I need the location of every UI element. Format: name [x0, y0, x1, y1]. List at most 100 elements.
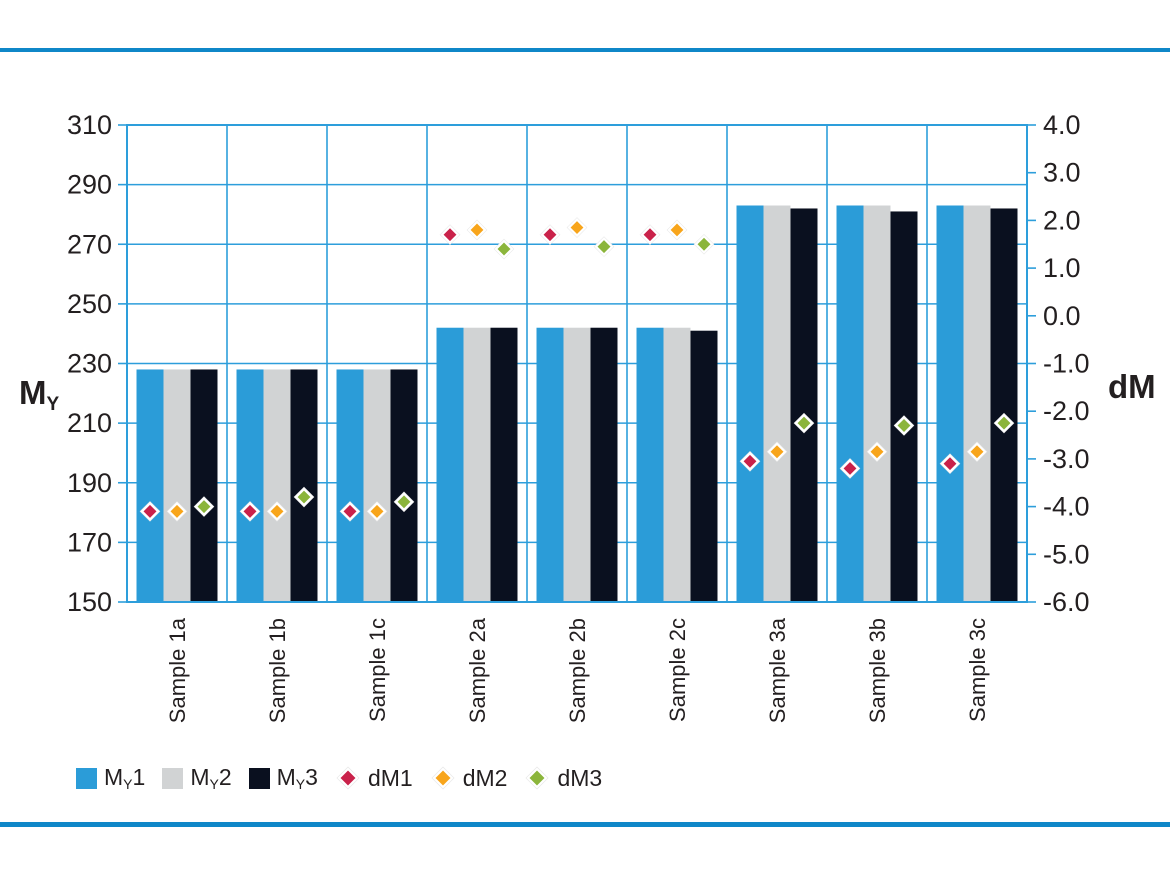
- bar-My2: [563, 327, 591, 602]
- legend-label: dM3: [557, 764, 603, 791]
- legend-item-My1: MY1: [76, 764, 145, 792]
- marker-dM1: [540, 225, 560, 245]
- bar-My3: [390, 369, 418, 602]
- x-category-label: Sample 1c: [365, 618, 390, 722]
- marker-dM1: [140, 501, 160, 521]
- right-tick-label: -1.0: [1043, 349, 1090, 379]
- bar-My1: [336, 369, 364, 602]
- right-tick-label: -5.0: [1043, 539, 1090, 569]
- marker-dM1: [240, 501, 260, 521]
- legend-label: dM2: [462, 764, 508, 791]
- right-tick-label: 0.0: [1043, 301, 1081, 331]
- marker-dM3: [894, 415, 914, 436]
- left-axis-title-base: M: [19, 374, 47, 411]
- marker-dM1: [440, 225, 460, 245]
- legend: MY1 MY2 MY3 dM1 dM2 dM3: [76, 764, 602, 792]
- right-axis-title-base: dM: [1108, 368, 1156, 405]
- bar-My1: [636, 327, 664, 602]
- bar-My3: [990, 208, 1018, 602]
- marker-dM3: [194, 497, 214, 517]
- x-category-label: Sample 1a: [165, 617, 190, 723]
- marker-dM2: [667, 220, 687, 240]
- left-tick-label: 210: [67, 408, 112, 438]
- legend-label: dM1: [367, 764, 413, 791]
- x-category-label: Sample 2a: [465, 617, 490, 723]
- marker-dM2: [867, 442, 887, 462]
- legend-item-My3: MY3: [248, 764, 318, 792]
- marker-dM1: [340, 501, 360, 521]
- legend-diamond-swatch: [431, 766, 455, 790]
- legend-square-swatch: [248, 767, 270, 789]
- plot-frame: [126, 124, 1028, 603]
- x-category-label: Sample 1b: [265, 618, 290, 723]
- right-tick-label: 2.0: [1043, 205, 1081, 235]
- marker-dM3: [994, 413, 1014, 433]
- left-tick-label: 230: [67, 349, 112, 379]
- bar-My2: [863, 205, 891, 602]
- right-tick-label: 1.0: [1043, 253, 1081, 283]
- marker-dM2: [367, 501, 387, 521]
- marker-dM3: [594, 237, 614, 257]
- marker-dM1: [740, 451, 760, 471]
- legend-label: MY3: [276, 764, 318, 792]
- legend-diamond-swatch: [336, 766, 360, 790]
- marker-dM1: [940, 454, 960, 474]
- legend-label: MY1: [104, 764, 146, 792]
- legend-item-dM3: dM3: [524, 765, 602, 792]
- right-tick-label: -3.0: [1043, 444, 1090, 474]
- marker-dM2: [467, 220, 487, 240]
- bar-My3: [590, 327, 618, 602]
- bar-My2: [663, 327, 691, 602]
- x-category-label: Sample 3a: [765, 617, 790, 723]
- x-category-label: Sample 2c: [665, 618, 690, 722]
- bar-My3: [490, 327, 518, 602]
- marker-dM3: [394, 492, 414, 512]
- bar-My1: [836, 205, 864, 602]
- legend-label: MY2: [190, 764, 232, 792]
- right-tick-label: 3.0: [1043, 158, 1081, 188]
- bar-My1: [536, 327, 564, 602]
- legend-item-dM1: dM1: [335, 765, 413, 792]
- legend-square-swatch: [162, 767, 184, 789]
- right-tick-label: -4.0: [1043, 492, 1090, 522]
- bar-My2: [463, 327, 491, 602]
- left-axis-title: MY: [19, 376, 59, 414]
- bar-My1: [936, 205, 964, 602]
- bar-My1: [136, 369, 164, 602]
- right-tick-label: -2.0: [1043, 396, 1090, 426]
- bar-My3: [190, 369, 218, 602]
- bar-My1: [436, 327, 464, 602]
- marker-dM2: [767, 442, 787, 462]
- left-tick-label: 290: [67, 170, 112, 200]
- bar-My3: [890, 211, 918, 603]
- bar-My3: [290, 369, 318, 602]
- bar-My2: [363, 369, 391, 602]
- bar-My2: [763, 205, 791, 602]
- bar-My2: [163, 369, 191, 602]
- marker-dM3: [694, 234, 714, 254]
- left-tick-label: 250: [67, 289, 112, 319]
- legend-square-swatch: [76, 767, 97, 789]
- left-tick-label: 270: [67, 229, 112, 259]
- x-category-label: Sample 3b: [865, 618, 890, 723]
- left-axis-title-sub: Y: [46, 394, 60, 415]
- x-category-label: Sample 3c: [965, 618, 990, 722]
- left-tick-label: 170: [67, 527, 112, 557]
- marker-dM3: [294, 487, 314, 507]
- marker-dM3: [794, 413, 814, 433]
- bar-My1: [236, 369, 264, 602]
- right-axis-title: dM: [1108, 370, 1156, 403]
- top-rule: [0, 48, 1170, 52]
- legend-item-dM2: dM2: [430, 764, 508, 792]
- bottom-rule: [0, 822, 1170, 827]
- marker-dM2: [967, 442, 987, 462]
- right-tick-label: 4.0: [1043, 110, 1081, 140]
- bar-My3: [690, 330, 718, 602]
- right-tick-label: -6.0: [1043, 587, 1090, 617]
- marker-dM1: [840, 458, 860, 478]
- bar-My3: [790, 208, 818, 602]
- bar-My2: [963, 205, 991, 602]
- marker-dM2: [167, 501, 187, 521]
